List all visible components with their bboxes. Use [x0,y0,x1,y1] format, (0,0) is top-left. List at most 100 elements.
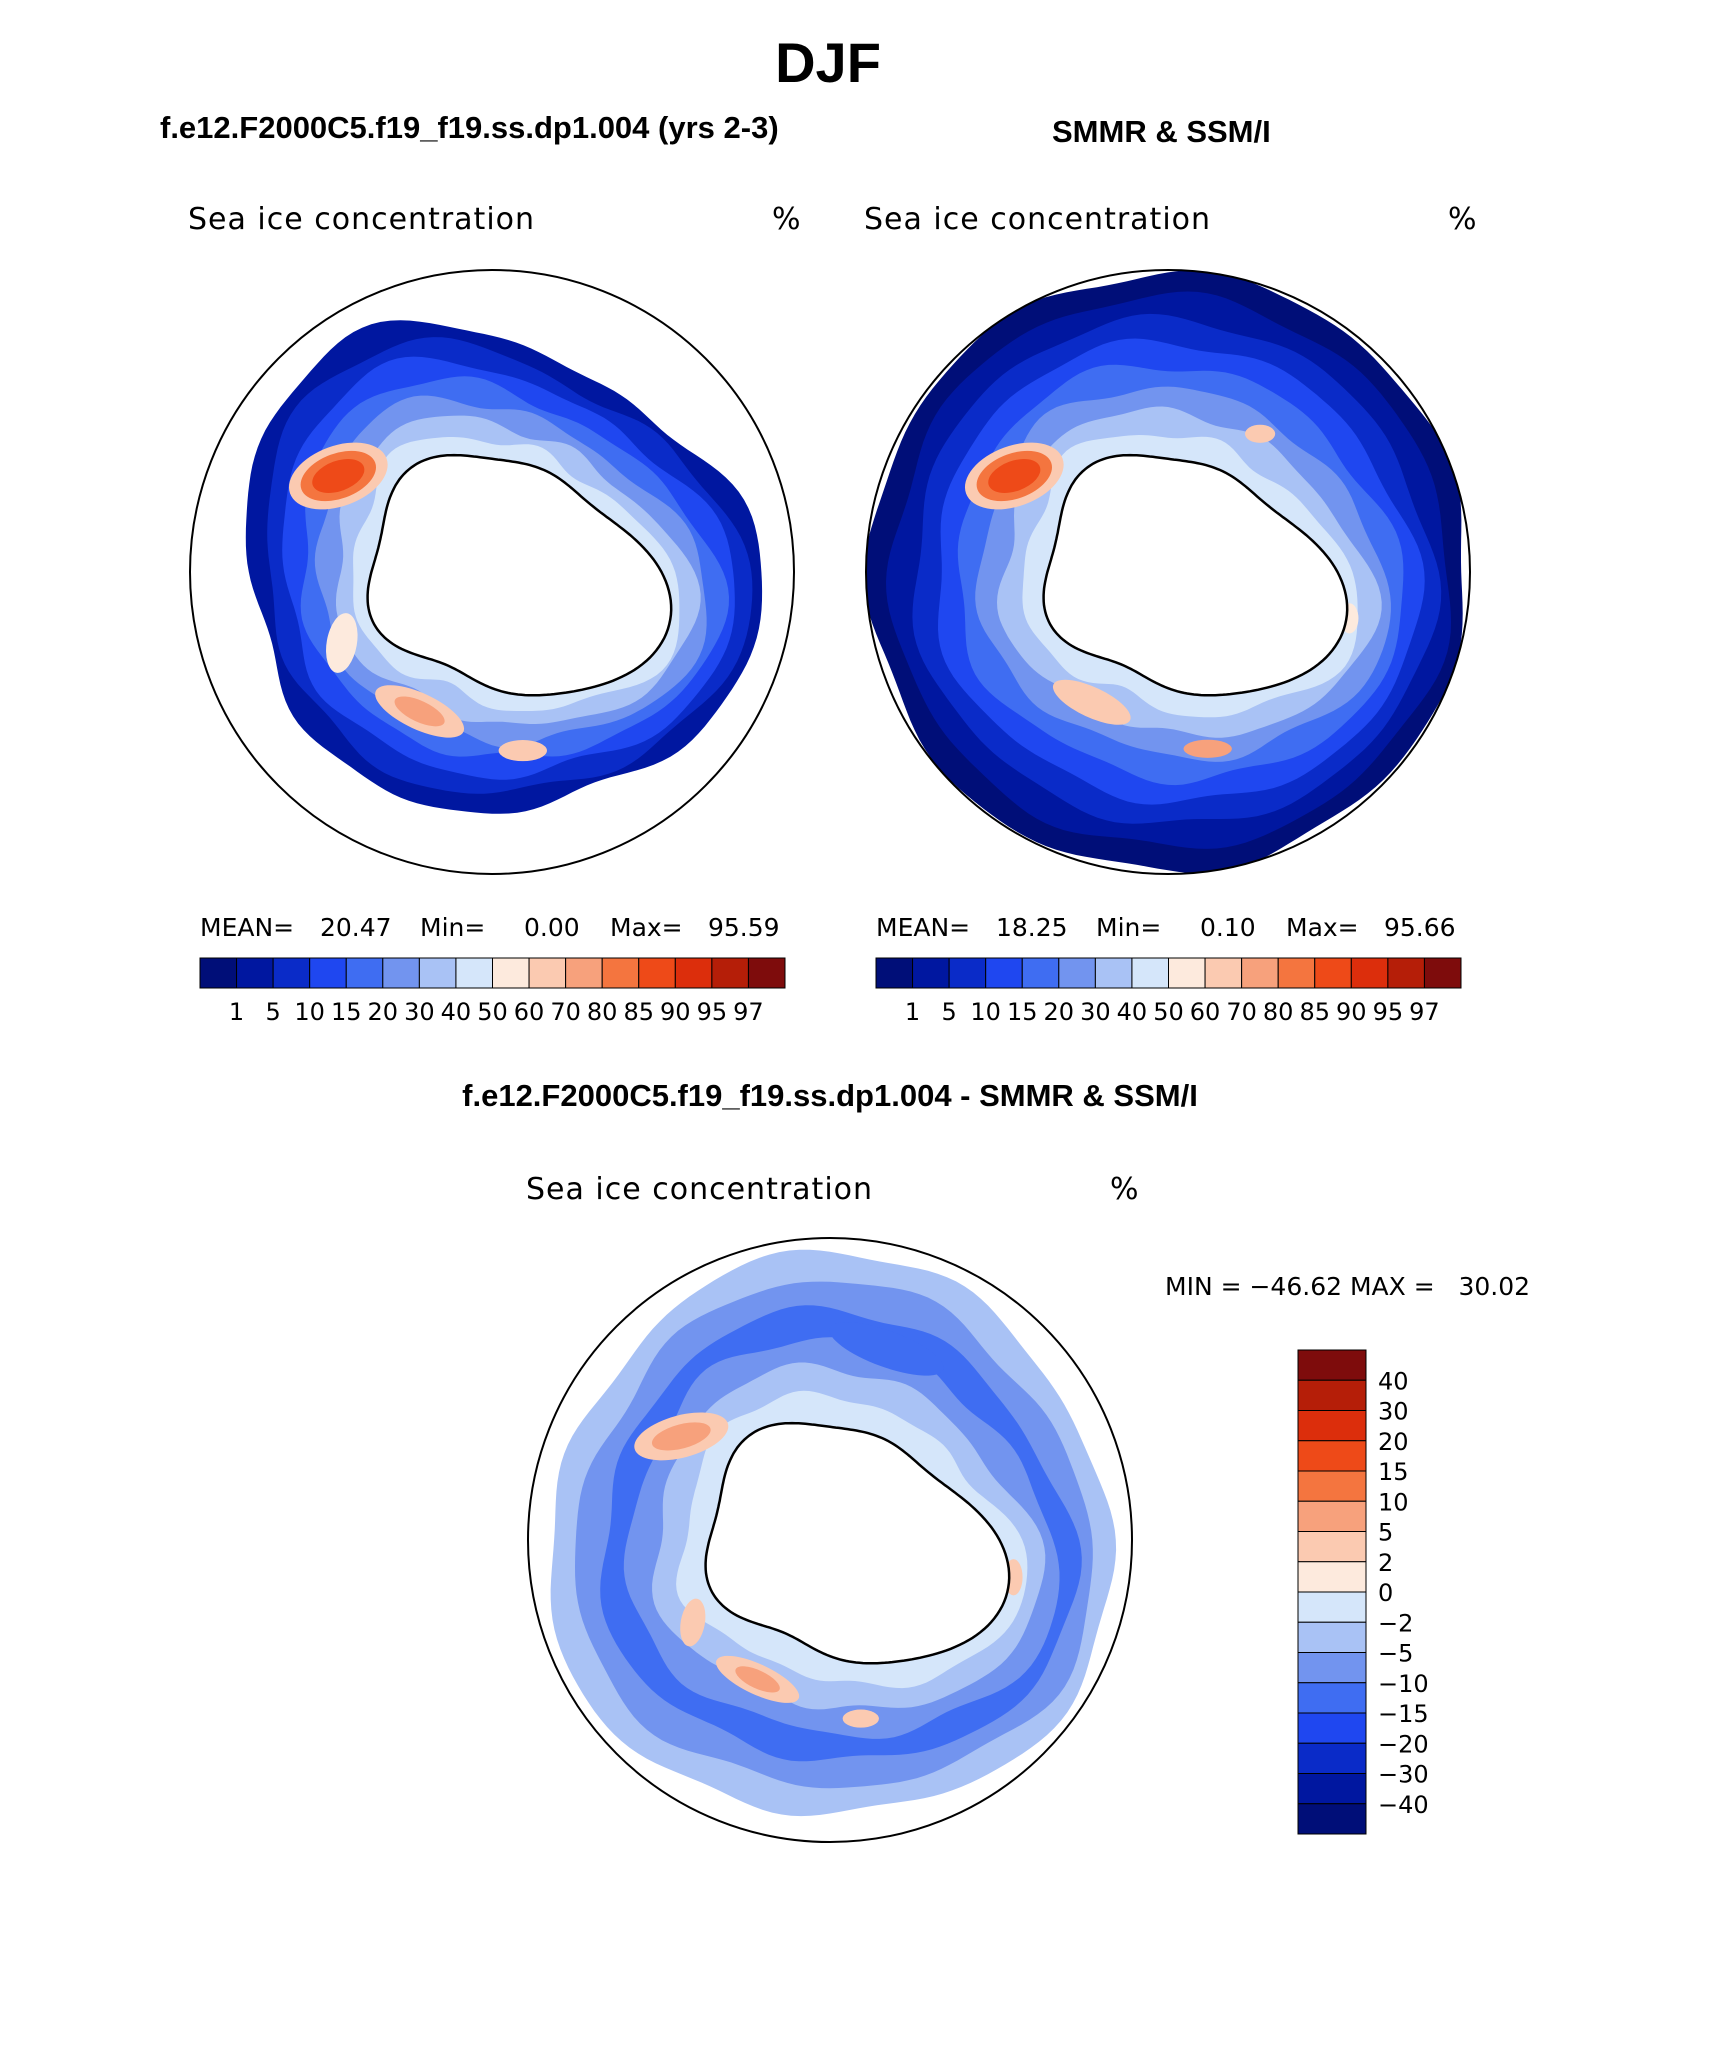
model-colorbar: 1 5 10 15 20 30 40 50 60 70 80 85 90 95 97 [199,957,786,1026]
model-colorbar-tick-label: 40 [441,998,472,1026]
obs-colorbar-swatch [1058,957,1096,989]
model-map-border [189,269,795,875]
obs-colorbar-swatch [875,957,914,989]
diff-colorbar-tick-label: −20 [1378,1730,1429,1758]
diff-colorbar-swatch [1297,1561,1367,1593]
obs-mean-value: 18.25 [996,913,1068,942]
model-anomaly-patch [394,696,445,727]
diff-colorbar-swatch [1297,1500,1367,1532]
model-colorbar-tick-label: 10 [294,998,325,1026]
diff-colorbar-tick-label: 5 [1378,1519,1393,1547]
model-colorbar-swatch [236,957,274,989]
model-colorbar-swatch [309,957,347,989]
diff-panel-title: f.e12.F2000C5.f19_f19.ss.dp1.004 - SMMR … [462,1078,1198,1113]
obs-colorbar-tick-label: 95 [1373,998,1404,1026]
obs-colorbar-swatch [1094,957,1133,989]
obs-colorbar-swatch [1131,957,1169,989]
diff-map-border [527,1237,1133,1843]
model-colorbar-swatch [601,957,640,989]
model-colorbar-tick-label: 90 [660,998,691,1026]
model-colorbar-tick-label: 97 [733,998,764,1026]
diff-colorbar-swatch [1297,1682,1367,1714]
obs-colorbar-tick-label: 80 [1263,998,1294,1026]
model-colorbar-swatch [565,957,603,989]
model-colorbar-swatch [382,957,420,989]
diff-colorbar-swatch [1297,1621,1367,1653]
obs-colorbar-swatch [1241,957,1279,989]
model-panel-title: f.e12.F2000C5.f19_f19.ss.dp1.004 (yrs 2-… [160,110,779,145]
diff-subtitle: Sea ice concentration [526,1172,874,1207]
diff-anomaly-patch [651,1422,711,1451]
obs-antarctica-coastline [1042,453,1349,697]
obs-anomaly-patch [988,459,1041,493]
model-colorbar-swatch [674,957,713,989]
obs-colorbar-tick-label: 30 [1080,998,1111,1026]
model-colorbar-swatch [199,957,238,989]
model-colorbar-tick-label: 85 [623,998,654,1026]
model-colorbar-tick-label: 5 [265,998,280,1026]
page-title: DJF [775,31,881,94]
model-colorbar-tick-label: 60 [514,998,545,1026]
diff-map [527,1237,1133,1843]
diff-colorbar-tick-label: 40 [1378,1367,1409,1395]
obs-colorbar: 1 5 10 15 20 30 40 50 60 70 80 85 90 95 97 [875,957,1462,1026]
obs-anomaly-patch [1183,739,1232,758]
diff-colorbar-swatch [1297,1470,1367,1502]
model-colorbar-swatch [492,957,530,989]
model-colorbar-tick-label: 20 [368,998,399,1026]
diff-colorbar-tick-label: 10 [1378,1488,1409,1516]
model-antarctica-coastline [366,453,673,697]
diff-anomaly-patch [842,1709,879,1728]
diff-colorbar-swatch [1297,1803,1367,1835]
obs-colorbar-swatch [1423,957,1462,989]
diff-colorbar-tick-label: 0 [1378,1579,1393,1607]
obs-panel-title: SMMR & SSM/I [1052,114,1271,149]
obs-units: % [1448,202,1477,237]
diff-colorbar-tick-label: −5 [1378,1640,1413,1668]
obs-colorbar-tick-label: 5 [941,998,956,1026]
diff-colorbar-swatch [1297,1591,1367,1623]
obs-anomaly-patch [1245,424,1276,443]
diff-colorbar-tick-label: 20 [1378,1428,1409,1456]
diff-colorbar-swatch [1297,1440,1367,1472]
model-colorbar-tick-label: 15 [331,998,362,1026]
obs-colorbar-tick-label: 20 [1044,998,1075,1026]
model-min-label: Min= [420,913,486,942]
model-colorbar-tick-label: 80 [587,998,618,1026]
obs-colorbar-tick-label: 15 [1007,998,1038,1026]
model-colorbar-swatch [272,957,311,989]
obs-colorbar-swatch [1204,957,1243,989]
model-anomaly-patch [498,740,547,762]
diff-colorbar-swatch [1297,1773,1367,1805]
diff-colorbar-tick-label: −40 [1378,1791,1429,1819]
model-mean-value: 20.47 [320,913,392,942]
obs-max-label: Max= [1286,913,1359,942]
obs-subtitle: Sea ice concentration [864,202,1212,237]
model-colorbar-swatch [638,957,676,989]
obs-min-value: 0.10 [1200,913,1256,942]
obs-colorbar-swatch [1387,957,1425,989]
diff-colorbar-swatch [1297,1379,1367,1411]
obs-colorbar-tick-label: 60 [1190,998,1221,1026]
diff-units: % [1110,1172,1139,1207]
obs-colorbar-swatch [1350,957,1389,989]
model-colorbar-swatch [711,957,749,989]
model-colorbar-tick-label: 50 [477,998,508,1026]
model-colorbar-swatch [747,957,786,989]
obs-colorbar-swatch [985,957,1023,989]
diff-colorbar-tick-label: −2 [1378,1609,1413,1637]
obs-min-label: Min= [1096,913,1162,942]
diff-colorbar-tick-label: 15 [1378,1458,1409,1486]
diff-colorbar-swatch [1297,1742,1367,1774]
obs-anomaly-patch [1052,679,1131,725]
model-colorbar-swatch [455,957,493,989]
obs-colorbar-tick-label: 97 [1409,998,1440,1026]
obs-colorbar-tick-label: 90 [1336,998,1367,1026]
obs-map-border [865,269,1471,875]
model-anomaly-patch [326,613,358,673]
obs-colorbar-tick-label: 70 [1226,998,1257,1026]
model-mean-label: MEAN= [200,913,295,942]
obs-colorbar-swatch [948,957,987,989]
